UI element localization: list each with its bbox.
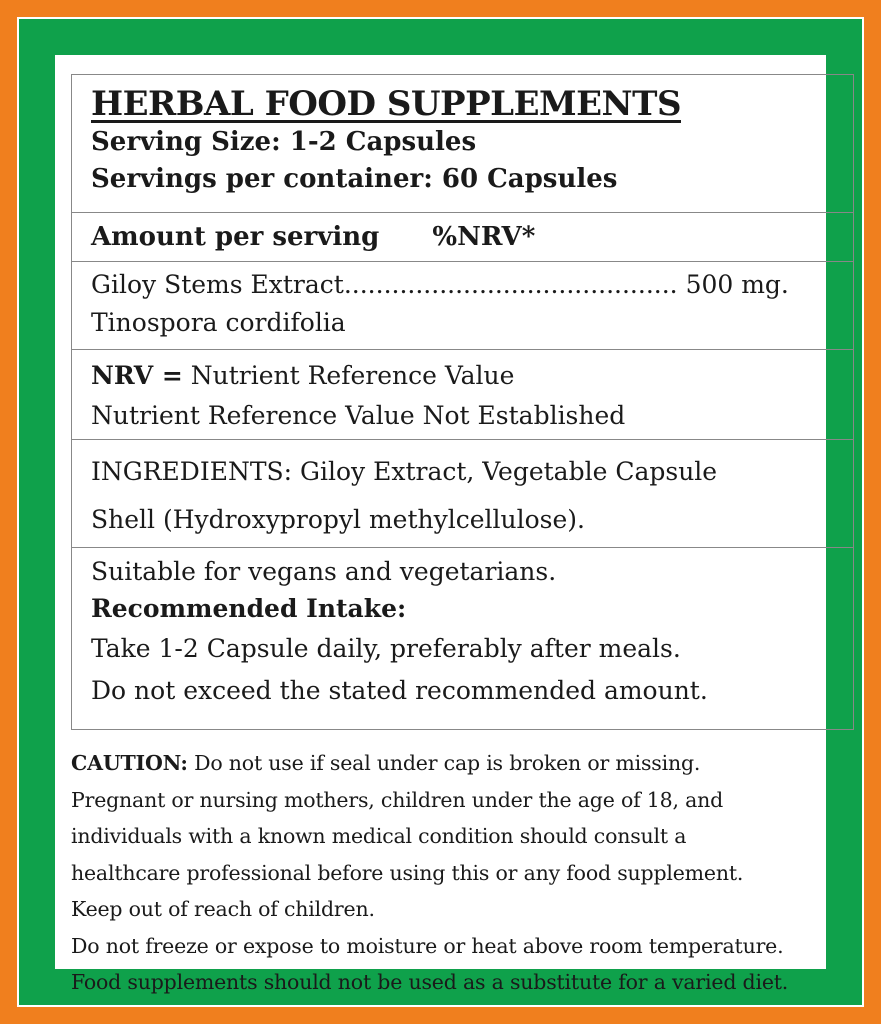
ingredients-row: INGREDIENTS: Giloy Extract, Vegetable Ca… bbox=[72, 440, 853, 548]
header-section: HERBAL FOOD SUPPLEMENTS Serving Size: 1-… bbox=[72, 75, 853, 213]
caution-line: Pregnant or nursing mothers, children un… bbox=[71, 787, 724, 812]
serving-size: Serving Size: 1-2 Capsules bbox=[91, 127, 477, 157]
caution-line: healthcare professional before using thi… bbox=[71, 860, 744, 885]
caution-line: Keep out of reach of children. bbox=[71, 897, 375, 921]
intake-line-2: Do not exceed the stated recommended amo… bbox=[91, 676, 708, 705]
title: HERBAL FOOD SUPPLEMENTS bbox=[91, 84, 682, 124]
intake-heading: Recommended Intake: bbox=[91, 594, 407, 623]
caution-line: Do not freeze or expose to moisture or h… bbox=[71, 933, 784, 958]
suitable-text: Suitable for vegans and vegetarians. bbox=[91, 557, 557, 586]
servings-per-container: Servings per container: 60 Capsules bbox=[91, 164, 618, 194]
caution-label: CAUTION: bbox=[71, 751, 188, 775]
ingredient-row: Giloy Stems Extract.....................… bbox=[72, 262, 853, 350]
nrv-note: Nutrient Reference Value Not Established bbox=[91, 401, 626, 430]
ingredients-line-1: INGREDIENTS: Giloy Extract, Vegetable Ca… bbox=[91, 457, 718, 486]
ingredient-name: Giloy Stems Extract bbox=[91, 270, 344, 299]
supplement-facts-table: HERBAL FOOD SUPPLEMENTS Serving Size: 1-… bbox=[71, 74, 854, 730]
ingredients-line-2: Shell (Hydroxypropyl methylcellulose). bbox=[91, 505, 585, 534]
amount-header-row: Amount per serving %NRV* bbox=[72, 213, 853, 262]
label-panel: HERBAL FOOD SUPPLEMENTS Serving Size: 1-… bbox=[55, 55, 854, 994]
caution-line: Do not use if seal under cap is broken o… bbox=[194, 751, 701, 775]
nrv-header: %NRV* bbox=[432, 222, 536, 252]
nrv-text: Nutrient Reference Value bbox=[190, 361, 515, 390]
amount-header: Amount per serving bbox=[91, 222, 380, 252]
ingredient-latin: Tinospora cordifolia bbox=[91, 308, 346, 337]
green-border: HERBAL FOOD SUPPLEMENTS Serving Size: 1-… bbox=[19, 19, 862, 1005]
caution-line: individuals with a known medical conditi… bbox=[71, 824, 687, 848]
ingredient-amount: 500 mg. bbox=[685, 270, 789, 299]
dot-leader: ........................................… bbox=[343, 270, 678, 299]
intake-line-1: Take 1-2 Capsule daily, preferably after… bbox=[91, 634, 681, 663]
caution-block: CAUTION: Do not use if seal under cap is… bbox=[71, 745, 871, 1001]
nrv-label: NRV = bbox=[91, 361, 183, 390]
usage-row: Suitable for vegans and vegetarians. Rec… bbox=[72, 548, 853, 729]
nrv-row: NRV = Nutrient Reference Value Nutrient … bbox=[72, 350, 853, 440]
caution-line: Food supplements should not be used as a… bbox=[71, 970, 789, 994]
